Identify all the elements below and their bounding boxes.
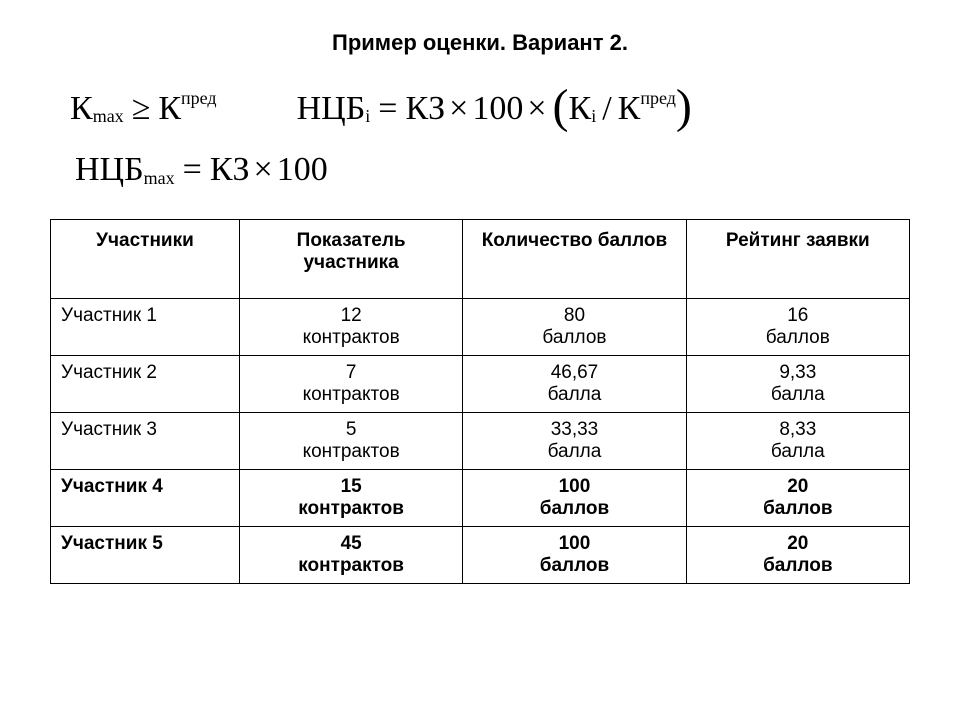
header-participants: Участники	[51, 220, 240, 299]
table-header-row: Участники Показатель участника Количеств…	[51, 220, 910, 299]
indicator-cell: 12контрактов	[239, 299, 462, 356]
points-cell: 46,67балла	[463, 356, 686, 413]
formula-sup: пред	[640, 88, 676, 109]
rating-cell: 8,33балла	[686, 413, 909, 470]
header-points: Количество баллов	[463, 220, 686, 299]
rating-cell: 20баллов	[686, 527, 909, 584]
formula-sub: i	[365, 106, 370, 127]
formula-sup: пред	[181, 88, 217, 109]
indicator-cell: 45контрактов	[239, 527, 462, 584]
participant-name: Участник 2	[51, 356, 240, 413]
indicator-cell: 5контрактов	[239, 413, 462, 470]
formula-eq: =	[378, 90, 397, 128]
points-cell: 33,33балла	[463, 413, 686, 470]
rating-cell: 9,33балла	[686, 356, 909, 413]
participant-name: Участник 4	[51, 470, 240, 527]
rating-cell: 16баллов	[686, 299, 909, 356]
table-row: Участник 35контрактов33,33балла8,33балла	[51, 413, 910, 470]
table-row: Участник 112контрактов80баллов16баллов	[51, 299, 910, 356]
formula-text: НЦБ	[75, 151, 144, 189]
table-row: Участник 545контрактов100баллов20баллов	[51, 527, 910, 584]
formula-text: К	[618, 90, 641, 128]
formula-text: К	[158, 90, 181, 128]
formula-sub: max	[144, 168, 175, 189]
formula-lparen: (	[553, 79, 569, 134]
header-rating: Рейтинг заявки	[686, 220, 909, 299]
formula-rparen: )	[676, 79, 692, 134]
formula-slash: /	[602, 90, 611, 128]
formula-text: 100	[472, 90, 523, 128]
indicator-cell: 15контрактов	[239, 470, 462, 527]
points-cell: 80баллов	[463, 299, 686, 356]
formula-sub: max	[93, 106, 124, 127]
formula-eq: =	[183, 151, 202, 189]
rating-cell: 20баллов	[686, 470, 909, 527]
formula-kmax: Кmax ≥ Кпред	[70, 90, 217, 128]
indicator-cell: 7контрактов	[239, 356, 462, 413]
formula-row-1: Кmax ≥ Кпред НЦБi = КЗ × 100 × ( Кi / Кп…	[70, 81, 910, 136]
formula-times: ×	[254, 151, 273, 189]
participant-name: Участник 5	[51, 527, 240, 584]
formula-text: КЗ	[405, 90, 445, 128]
evaluation-table: Участники Показатель участника Количеств…	[50, 219, 910, 584]
table-row: Участник 415контрактов100баллов20баллов	[51, 470, 910, 527]
participant-name: Участник 1	[51, 299, 240, 356]
formula-times: ×	[449, 90, 468, 128]
formula-times: ×	[527, 90, 546, 128]
formula-row-2: НЦБmax = КЗ × 100	[75, 151, 910, 189]
table-row: Участник 27контрактов46,67балла9,33балла	[51, 356, 910, 413]
participant-name: Участник 3	[51, 413, 240, 470]
points-cell: 100баллов	[463, 470, 686, 527]
header-indicator: Показатель участника	[239, 220, 462, 299]
formula-text: НЦБ	[297, 90, 366, 128]
formula-text: К	[70, 90, 93, 128]
page-title: Пример оценки. Вариант 2.	[50, 30, 910, 56]
formula-text: К	[569, 90, 592, 128]
formula-sub: i	[591, 106, 596, 127]
formula-ge: ≥	[132, 90, 151, 128]
points-cell: 100баллов	[463, 527, 686, 584]
formula-text: КЗ	[210, 151, 250, 189]
formula-ncbi: НЦБi = КЗ × 100 × ( Кi / Кпред )	[297, 81, 692, 136]
formula-ncbmax: НЦБmax = КЗ × 100	[75, 151, 910, 189]
formula-text: 100	[277, 151, 328, 189]
